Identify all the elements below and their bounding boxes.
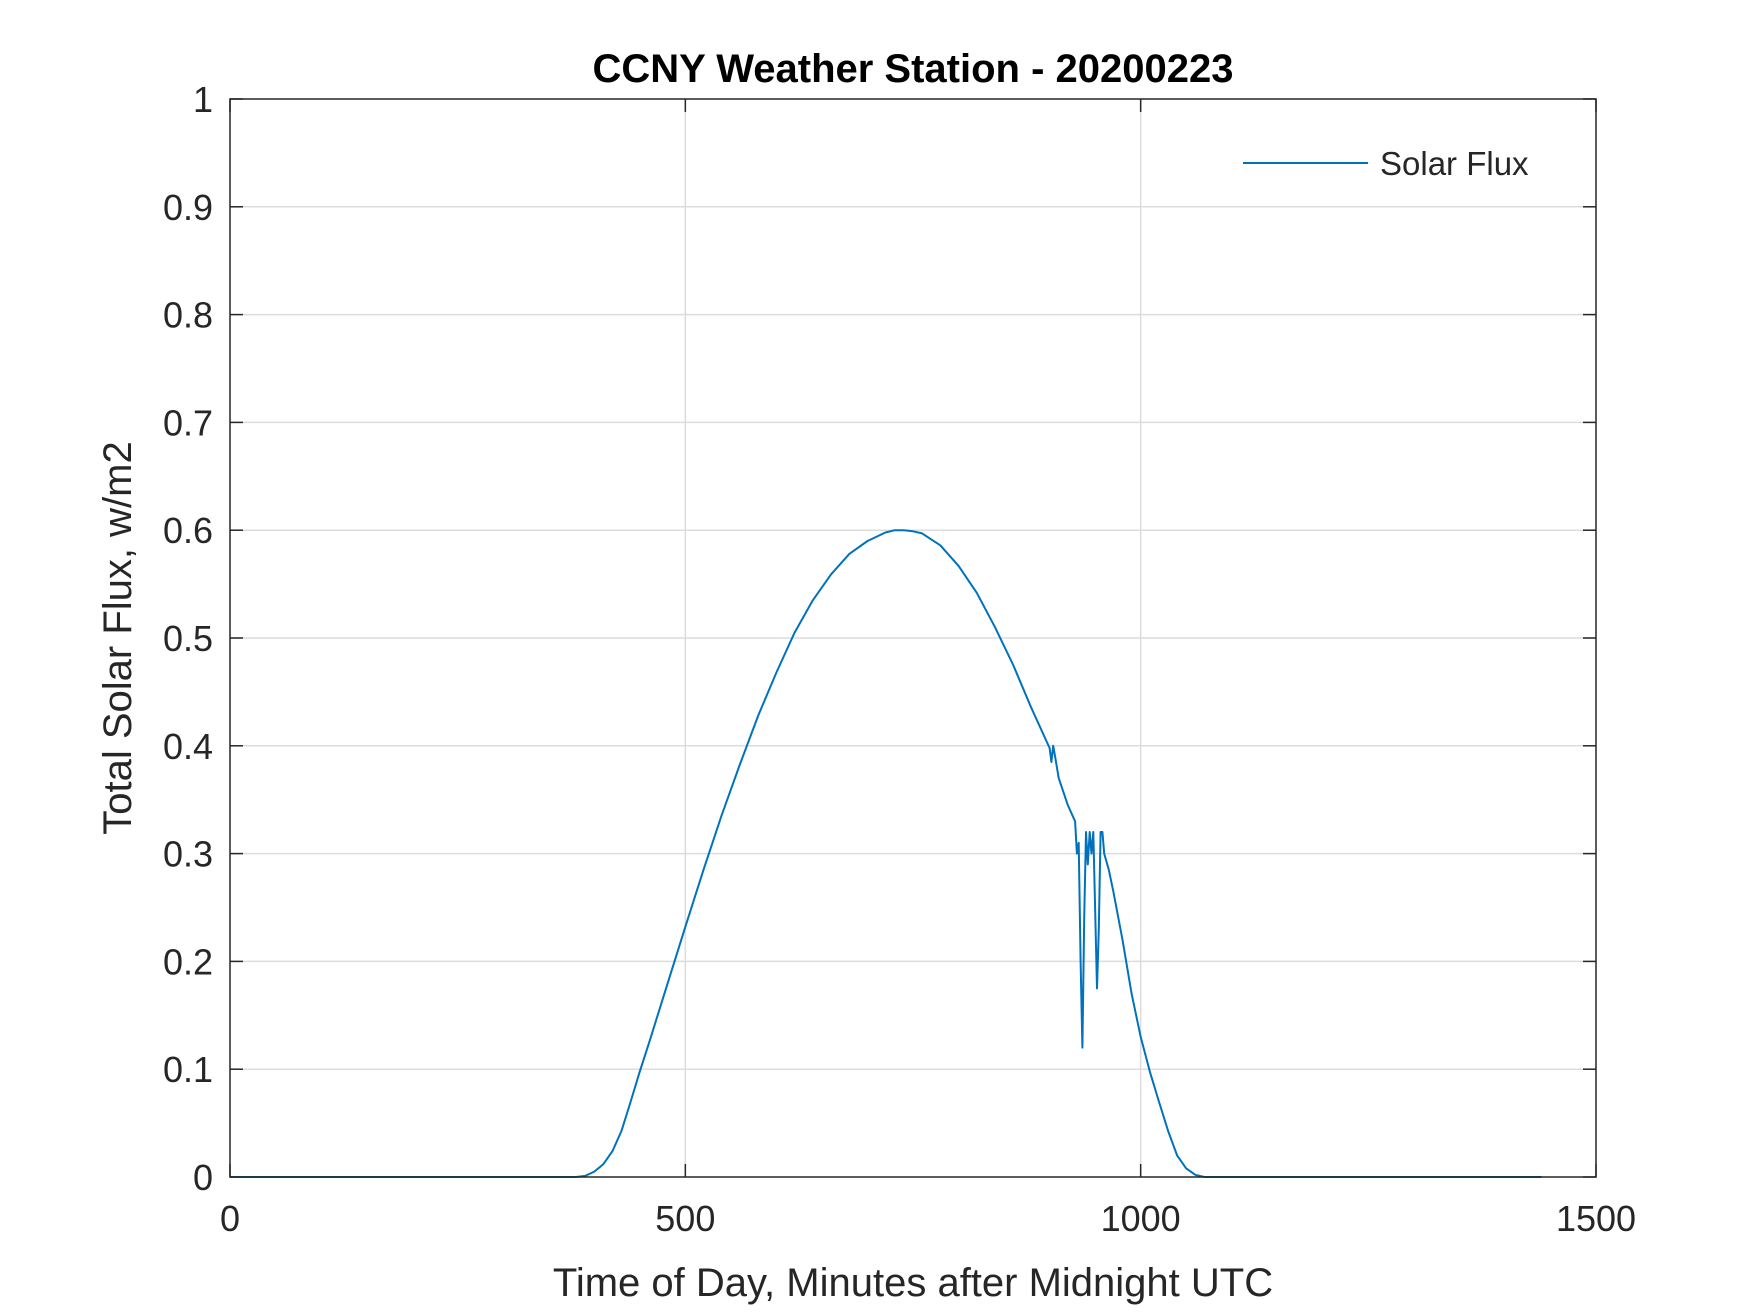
y-tick-label: 0.5 <box>163 618 213 659</box>
x-tick-label: 1500 <box>1556 1198 1636 1239</box>
x-tick-label: 0 <box>220 1198 240 1239</box>
y-tick-label: 0.1 <box>163 1049 213 1090</box>
legend-label-solar-flux: Solar Flux <box>1380 145 1529 182</box>
x-tick-label: 1000 <box>1101 1198 1181 1239</box>
y-tick-label: 0.4 <box>163 726 213 767</box>
chart-title: CCNY Weather Station - 20200223 <box>593 47 1234 91</box>
axes-box <box>229 98 1597 1178</box>
y-tick-label: 0.3 <box>163 834 213 875</box>
legend: Solar Flux <box>1243 145 1529 182</box>
y-tick-label: 0.8 <box>163 295 213 336</box>
y-tick-label: 1 <box>193 79 213 120</box>
x-axis-label: Time of Day, Minutes after Midnight UTC <box>553 1261 1273 1305</box>
y-tick-label: 0.9 <box>163 187 213 228</box>
series-layer <box>230 529 1542 1178</box>
y-tick-label: 0.6 <box>163 510 213 551</box>
y-tick-label: 0.2 <box>163 941 213 982</box>
series-line-solar-flux <box>230 529 1542 1178</box>
y-axis-label: Total Solar Flux, w/m2 <box>96 441 140 834</box>
x-tick-label: 500 <box>655 1198 715 1239</box>
tick-labels: 0 500 1000 1500 0 0.1 0.2 0.3 0.4 0.5 0.6 0.7 0.8 0.9… <box>163 79 1636 1239</box>
y-tick-label: 0.7 <box>163 402 213 443</box>
y-tick-label: 0 <box>193 1157 213 1198</box>
grid <box>230 99 1596 1177</box>
